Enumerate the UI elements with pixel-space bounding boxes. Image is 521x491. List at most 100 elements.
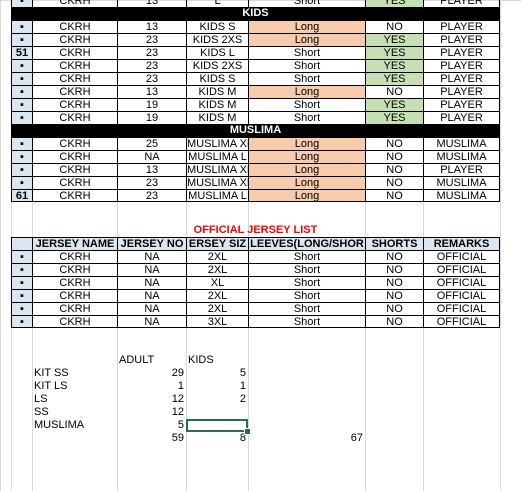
cell-shorts[interactable]: YES [365,111,423,124]
cell-team[interactable]: CKRH [32,163,117,176]
cell-idx[interactable]: ▪ [11,263,32,276]
cell-idx[interactable]: ▪ [11,20,32,33]
cell-shorts[interactable]: YES [365,33,423,46]
summary-label[interactable]: MUSLIMA [34,419,85,431]
cell-size[interactable]: 2XL [186,302,248,315]
cell-team[interactable]: CKRH [32,289,117,302]
muslima-title[interactable]: MUSLIMA [11,124,500,137]
summary-adult[interactable]: 12 [171,406,184,418]
cell-team[interactable]: CKRH [32,315,117,328]
cell-remarks[interactable]: PLAYER [423,20,500,33]
cell-partial[interactable]: YES [365,0,423,7]
cell-remarks[interactable]: OFFICIAL [423,315,500,328]
cell-idx[interactable]: ▪ [11,163,32,176]
cell-no[interactable]: 13 [117,20,186,33]
cell-partial[interactable]: L [186,0,248,7]
cell-shorts[interactable]: NO [365,150,423,163]
cell-idx[interactable]: ▪ [11,0,32,7]
cell-remarks[interactable]: PLAYER [423,72,500,85]
cell-remarks[interactable]: OFFICIAL [423,276,500,289]
column-header[interactable]: JERSEY NO [117,237,186,250]
cell-no[interactable]: 23 [117,72,186,85]
cell-size[interactable]: KIDS L [186,46,248,59]
cell-size[interactable]: KIDS 2XS [186,59,248,72]
column-header[interactable]: JERSEY NAME [32,237,117,250]
total-adult[interactable]: 59 [171,432,184,444]
cell-partial[interactable]: Short [248,0,365,7]
cell-team[interactable]: CKRH [32,302,117,315]
cell-remarks[interactable]: OFFICIAL [423,263,500,276]
cell-shorts[interactable]: YES [365,98,423,111]
summary-kids[interactable] [186,406,248,419]
cell-team[interactable]: CKRH [32,98,117,111]
cell-remarks[interactable]: MUSLIMA [423,189,500,202]
cell-partial[interactable]: PLAYER [423,0,500,7]
cell-size[interactable]: KIDS S [186,20,248,33]
summary-adult[interactable]: 5 [177,419,184,431]
cell-sleeve[interactable]: Long [248,20,365,33]
cell-no[interactable]: 23 [117,46,186,59]
cell-partial[interactable]: 13 [117,0,186,7]
cell-team[interactable]: CKRH [32,59,117,72]
cell-remarks[interactable]: MUSLIMA [423,137,500,150]
cell-no[interactable]: 23 [117,59,186,72]
summary-label[interactable]: KIT LS [34,380,68,392]
summary-adult[interactable]: 29 [171,367,184,379]
cell-remarks[interactable]: OFFICIAL [423,250,500,263]
cell-remarks[interactable]: PLAYER [423,46,500,59]
summary-kids[interactable]: 5 [239,367,246,379]
cell-idx[interactable]: ▪ [11,150,32,163]
cell-sleeve[interactable]: Long [248,33,365,46]
cell-sleeve[interactable]: Short [248,46,365,59]
cell-team[interactable]: CKRH [32,250,117,263]
cell-team[interactable]: CKRH [32,176,117,189]
cell-no[interactable]: NA [117,289,186,302]
cell-team[interactable]: CKRH [32,33,117,46]
cell-idx[interactable]: ▪ [11,302,32,315]
cell-team[interactable]: CKRH [32,111,117,124]
cell-sleeve[interactable]: Short [248,72,365,85]
cell-sleeve[interactable]: Short [248,59,365,72]
cell-remarks[interactable]: PLAYER [423,98,500,111]
cell-team[interactable]: CKRH [32,263,117,276]
cell-shorts[interactable]: NO [365,302,423,315]
cell-shorts[interactable]: NO [365,250,423,263]
cell-team[interactable]: CKRH [32,189,117,202]
cell-sleeve[interactable]: Short [248,111,365,124]
summary-kids[interactable] [186,419,248,432]
summary-label[interactable]: LS [34,393,48,405]
cell-size[interactable]: 2XL [186,250,248,263]
cell-idx[interactable]: ▪ [11,250,32,263]
summary-col-adult[interactable]: ADULT [119,354,155,366]
cell-shorts[interactable]: NO [365,289,423,302]
cell-remarks[interactable]: MUSLIMA [423,176,500,189]
cell-idx-header[interactable] [11,237,32,250]
cell-no[interactable]: 25 [117,137,186,150]
column-header[interactable]: ERSEY SIZ [186,237,248,250]
cell-size[interactable]: XL [186,276,248,289]
cell-shorts[interactable]: YES [365,46,423,59]
summary-adult[interactable]: 1 [177,380,184,392]
cell-sleeve[interactable]: Short [248,250,365,263]
summary-label[interactable]: KIT SS [34,367,69,379]
cell-sleeve[interactable]: Long [248,176,365,189]
official-title[interactable]: OFFICIAL JERSEY LIST [193,224,318,236]
cell-team[interactable]: CKRH [32,85,117,98]
cell-shorts[interactable]: NO [365,85,423,98]
cell-shorts[interactable]: YES [365,72,423,85]
cell-size[interactable]: KIDS M [186,98,248,111]
fill-handle[interactable] [244,428,251,435]
cell-no[interactable]: 13 [117,163,186,176]
cell-idx[interactable]: ▪ [11,176,32,189]
summary-col-kids[interactable]: KIDS [188,354,214,366]
cell-size[interactable]: KIDS M [186,85,248,98]
cell-sleeve[interactable]: Short [248,289,365,302]
cell-size[interactable]: MUSLIMA L [186,150,248,163]
cell-no[interactable]: NA [117,276,186,289]
cell-size[interactable]: MUSLIMA XL [186,163,248,176]
cell-idx[interactable]: ▪ [11,276,32,289]
grand-total[interactable]: 67 [350,432,363,444]
summary-kids[interactable]: 2 [239,393,246,405]
cell-sleeve[interactable]: Short [248,98,365,111]
total-kids[interactable]: 8 [239,432,246,444]
